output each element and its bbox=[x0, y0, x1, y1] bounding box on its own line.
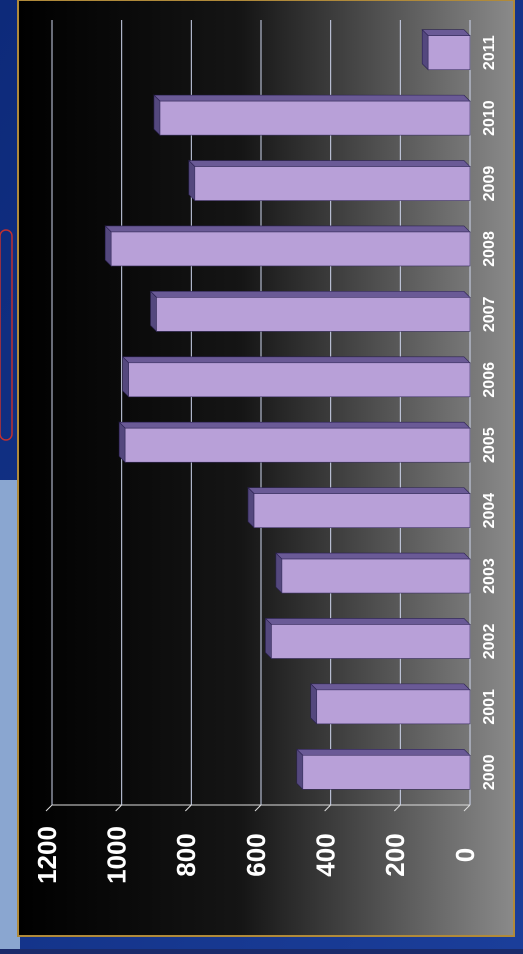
bar bbox=[281, 558, 471, 594]
x-tick-label: 2000 bbox=[481, 754, 498, 790]
bar bbox=[159, 100, 471, 136]
y-tick-label: 200 bbox=[380, 833, 410, 876]
bar-top bbox=[118, 421, 471, 429]
bar bbox=[110, 231, 471, 267]
x-tick-label: 2009 bbox=[481, 166, 498, 202]
bar-end bbox=[188, 159, 196, 202]
x-tick-label: 2008 bbox=[481, 231, 498, 267]
x-tick-label: 2011 bbox=[481, 35, 498, 70]
bar-top bbox=[310, 683, 471, 691]
bar-end bbox=[153, 94, 161, 136]
tick-mark bbox=[393, 804, 401, 812]
bar-top bbox=[247, 487, 471, 494]
bar bbox=[128, 362, 471, 398]
x-tick-label: 2005 bbox=[481, 427, 498, 463]
x-tick-label: 2007 bbox=[481, 296, 498, 332]
bar-top bbox=[153, 94, 471, 102]
bar-top bbox=[121, 356, 471, 364]
x-tick-label: 2001 bbox=[481, 689, 498, 725]
y-tick-label: 400 bbox=[311, 833, 341, 876]
side-button bbox=[0, 229, 13, 441]
bar-top bbox=[296, 748, 471, 756]
bar-top bbox=[264, 618, 471, 625]
bar bbox=[156, 297, 471, 332]
bar-end bbox=[275, 552, 283, 594]
tick-mark bbox=[184, 804, 192, 812]
y-tick-label: 1000 bbox=[102, 826, 132, 884]
bar-end bbox=[104, 225, 112, 267]
bar bbox=[253, 493, 471, 528]
chart-panel bbox=[17, 0, 515, 937]
bar-end bbox=[265, 617, 272, 660]
bar-top bbox=[421, 29, 471, 37]
bar-end bbox=[150, 290, 157, 333]
bar bbox=[302, 754, 471, 790]
bar bbox=[271, 624, 471, 659]
bar-end bbox=[247, 486, 255, 529]
side-panel bbox=[0, 480, 20, 949]
bar-top bbox=[104, 225, 471, 233]
bar-end bbox=[118, 421, 126, 463]
x-tick-label: 2006 bbox=[481, 362, 498, 398]
x-tick-label: 2002 bbox=[481, 624, 498, 660]
bar-end bbox=[310, 683, 318, 725]
bar bbox=[194, 166, 471, 201]
bar-end bbox=[421, 28, 429, 71]
tick-mark bbox=[115, 804, 123, 812]
x-tick-label: 2010 bbox=[481, 100, 498, 136]
bar bbox=[124, 427, 471, 463]
tick-mark bbox=[45, 804, 53, 812]
tick-mark bbox=[463, 804, 471, 812]
x-tick-label: 2003 bbox=[481, 558, 498, 594]
bar-end bbox=[296, 748, 304, 791]
bar-top bbox=[275, 552, 471, 560]
bar-top bbox=[188, 160, 471, 167]
y-tick-label: 1200 bbox=[32, 826, 62, 884]
bar bbox=[427, 35, 471, 71]
tick-mark bbox=[324, 804, 332, 812]
y-tick-label: 0 bbox=[450, 848, 480, 862]
y-tick-label: 800 bbox=[171, 833, 201, 876]
x-tick-label: 2004 bbox=[481, 493, 498, 529]
bar-top bbox=[149, 291, 471, 298]
tick-mark bbox=[254, 804, 262, 812]
bar bbox=[316, 689, 471, 725]
y-tick-label: 600 bbox=[241, 833, 271, 876]
bar-end bbox=[122, 356, 129, 398]
